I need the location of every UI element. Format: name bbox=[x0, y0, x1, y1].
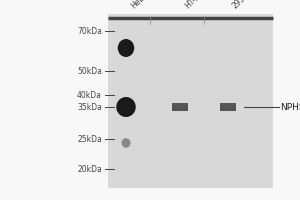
Text: 70kDa: 70kDa bbox=[77, 26, 102, 36]
Bar bbox=[108, 14, 273, 188]
Text: 40kDa: 40kDa bbox=[77, 90, 102, 99]
Bar bbox=[172, 103, 188, 111]
Ellipse shape bbox=[116, 97, 136, 117]
Text: NPHS2: NPHS2 bbox=[280, 102, 300, 112]
Text: 35kDa: 35kDa bbox=[77, 102, 102, 112]
Ellipse shape bbox=[118, 39, 134, 57]
Ellipse shape bbox=[122, 138, 130, 148]
Text: 25kDa: 25kDa bbox=[77, 134, 102, 144]
Text: HeLa: HeLa bbox=[129, 0, 149, 10]
Bar bbox=[220, 103, 236, 111]
Text: HT-29: HT-29 bbox=[183, 0, 205, 10]
Text: 293T: 293T bbox=[231, 0, 251, 10]
Text: 50kDa: 50kDa bbox=[77, 66, 102, 75]
Text: 20kDa: 20kDa bbox=[77, 164, 102, 173]
